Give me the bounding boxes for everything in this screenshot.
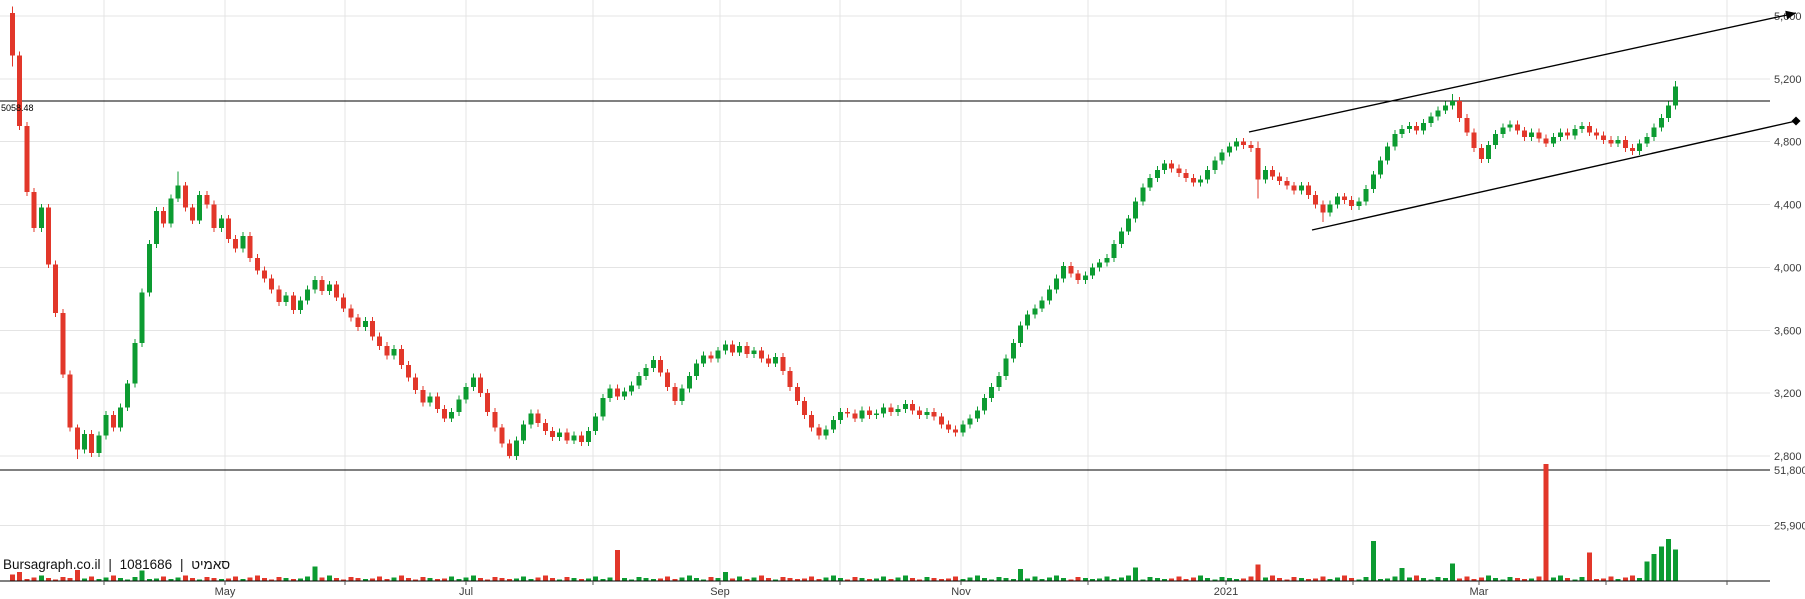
svg-text:2,800: 2,800: [1774, 451, 1802, 463]
watermark-separator-2: |: [179, 557, 184, 572]
watermark-brand: Bursagraph.co.il: [3, 557, 101, 572]
svg-text:2021: 2021: [1214, 586, 1238, 598]
svg-text:Nov: Nov: [951, 586, 971, 598]
watermark: Bursagraph.co.il | 1081686 | סאמיט: [3, 557, 234, 572]
svg-text:4,400: 4,400: [1774, 200, 1802, 212]
svg-text:25,900: 25,900: [1774, 520, 1805, 532]
svg-text:May: May: [215, 586, 236, 598]
svg-text:Jul: Jul: [459, 586, 473, 598]
svg-text:51,800: 51,800: [1774, 465, 1805, 477]
svg-text:3,200: 3,200: [1774, 388, 1802, 400]
svg-text:Sep: Sep: [710, 586, 730, 598]
watermark-instrument-id: 1081686: [119, 557, 173, 572]
resistance-price-label: 5058.48: [1, 103, 34, 113]
watermark-separator: |: [108, 557, 112, 572]
svg-text:5,200: 5,200: [1774, 74, 1802, 86]
svg-text:3,600: 3,600: [1774, 325, 1802, 337]
svg-text:4,000: 4,000: [1774, 262, 1802, 274]
watermark-instrument-name: סאמיט: [191, 557, 231, 572]
svg-text:4,800: 4,800: [1774, 137, 1802, 149]
svg-text:Mar: Mar: [1470, 586, 1489, 598]
